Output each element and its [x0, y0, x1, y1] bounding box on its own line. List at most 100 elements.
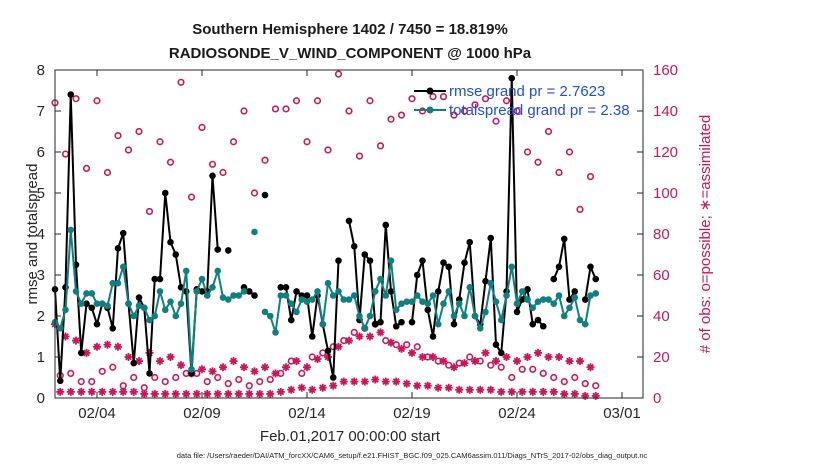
x-tick-label: 02/04: [78, 405, 116, 422]
spread-point: [251, 228, 258, 236]
rmse-point: [518, 296, 526, 303]
rmse-point: [571, 288, 579, 295]
spread-point: [576, 316, 584, 324]
possible-count-point: [560, 378, 568, 386]
assimilated-count-point: [502, 353, 511, 361]
possible-count-point: [492, 117, 500, 125]
rmse-point: [293, 288, 300, 295]
y2-tick-label: 120: [653, 144, 678, 161]
spread-point: [125, 300, 132, 308]
possible-count-point: [114, 132, 122, 140]
spread-point: [377, 275, 384, 283]
possible-count-point: [502, 97, 511, 105]
spread-point: [104, 302, 111, 310]
rmse-point: [382, 221, 390, 229]
y-tick-label: 0: [37, 390, 45, 407]
possible-count-point: [508, 373, 516, 382]
rmse-point: [135, 294, 143, 301]
assimilated-count-point: [534, 348, 542, 357]
possible-count-point: [240, 107, 248, 115]
assimilated-count-point: [229, 357, 238, 366]
possible-count-point: [387, 115, 395, 123]
spread-point: [518, 288, 526, 295]
rmse-point: [146, 370, 153, 377]
rmse-point: [587, 263, 594, 271]
assimilated-count-point: [486, 385, 495, 394]
rmse-point: [282, 284, 290, 291]
spread-point: [503, 292, 510, 299]
possible-count-point: [408, 95, 416, 103]
possible-count-point: [586, 173, 595, 181]
spread-point: [172, 312, 180, 320]
spread-point: [545, 296, 552, 303]
spread-point: [161, 306, 169, 314]
rmse-point: [424, 306, 432, 314]
spread-point: [261, 308, 269, 316]
spread-point: [392, 306, 400, 314]
spread-point: [156, 288, 164, 295]
y-tick-label: 7: [37, 103, 45, 120]
possible-count-point: [466, 353, 474, 361]
chart-title: Southern Hemisphere 1402 / 7450 = 18.819…: [192, 21, 508, 38]
assimilated-count-point: [465, 385, 474, 394]
rmse-point: [156, 275, 164, 283]
spread-point: [188, 366, 195, 373]
rmse-point: [450, 320, 458, 328]
rmse-point: [508, 74, 516, 82]
spread-point: [62, 306, 69, 314]
rmse-point: [560, 235, 568, 243]
assimilated-count-point: [124, 353, 133, 361]
spread-point: [303, 298, 311, 305]
x-tick-label: 02/19: [393, 405, 431, 422]
rmse-point: [377, 318, 384, 326]
assimilated-count-point: [66, 387, 75, 396]
possible-count-point: [298, 369, 306, 378]
possible-count-point: [172, 373, 180, 382]
possible-count-point: [198, 123, 206, 131]
assimilated-count-point: [318, 383, 327, 392]
assimilated-count-point: [313, 355, 322, 364]
assimilated-count-point: [518, 387, 527, 396]
rmse-point: [83, 300, 90, 308]
possible-count-point: [82, 164, 91, 172]
possible-count-point: [439, 93, 448, 101]
rmse-point: [345, 217, 353, 225]
assimilated-count-point: [497, 387, 506, 396]
assimilated-count-point: [250, 367, 259, 376]
spread-point: [592, 290, 600, 297]
possible-count-point: [376, 142, 385, 150]
spread-point: [114, 279, 122, 287]
possible-count-point: [450, 111, 458, 119]
assimilated-count-point: [240, 363, 248, 372]
spread-point: [319, 320, 327, 328]
possible-count-point: [119, 382, 127, 390]
assimilated-count-point: [261, 363, 269, 372]
x-tick-label: 02/14: [288, 405, 326, 422]
spread-point: [177, 300, 185, 308]
y-tick-label: 4: [37, 226, 45, 243]
rmse-point: [224, 247, 232, 254]
x-axis-label: Feb.01,2017 00:00:00 start: [260, 428, 441, 445]
assimilated-count-point: [418, 353, 427, 361]
rmse-point: [261, 191, 269, 199]
spread-point: [277, 292, 285, 299]
spread-point: [524, 296, 531, 303]
spread-point: [93, 300, 101, 308]
possible-count-point: [481, 95, 490, 103]
assimilated-count-point: [271, 369, 280, 378]
assimilated-count-point: [513, 357, 521, 366]
possible-count-point: [72, 95, 80, 103]
possible-count-point: [177, 78, 185, 86]
possible-count-point: [539, 369, 547, 378]
assimilated-count-point: [444, 383, 453, 392]
possible-count-point: [487, 361, 495, 369]
rmse-point: [555, 263, 563, 271]
rmse-point: [398, 318, 405, 326]
assimilated-count-point: [308, 385, 317, 394]
possible-count-point: [266, 375, 274, 384]
possible-count-point: [534, 158, 542, 166]
rmse-point: [592, 275, 600, 283]
rmse-point: [119, 229, 127, 237]
assimilated-count-point: [166, 353, 175, 361]
assimilated-count-point: [523, 353, 532, 361]
